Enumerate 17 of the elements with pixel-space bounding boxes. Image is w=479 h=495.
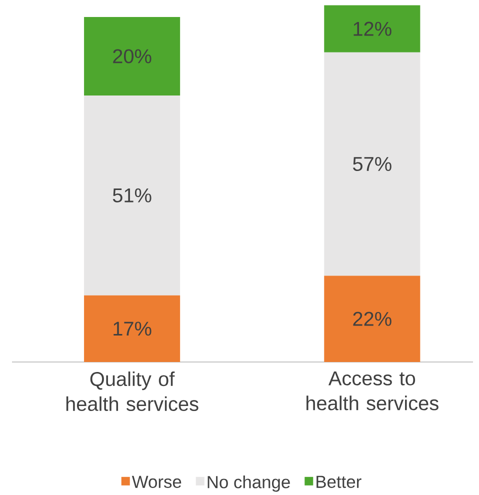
bar	[84, 17, 180, 96]
data-label: 22%	[353, 312, 392, 326]
data-label: 51%	[112, 188, 152, 202]
data-label: 20%	[113, 49, 152, 64]
bar	[324, 276, 420, 362]
x-tick-label: Quality of health services	[66, 372, 198, 412]
bar	[84, 95, 180, 296]
data-label: 17%	[114, 322, 152, 336]
bar	[84, 295, 180, 362]
data-label: 57%	[353, 157, 392, 172]
legend-label: Worse	[132, 476, 182, 488]
x-tick-label: Access to health services	[306, 372, 438, 410]
legend-label: No change	[208, 476, 290, 492]
bar	[324, 5, 420, 52]
data-label: 12%	[354, 22, 392, 36]
bar	[324, 52, 420, 276]
legend-label: Better	[316, 476, 362, 488]
